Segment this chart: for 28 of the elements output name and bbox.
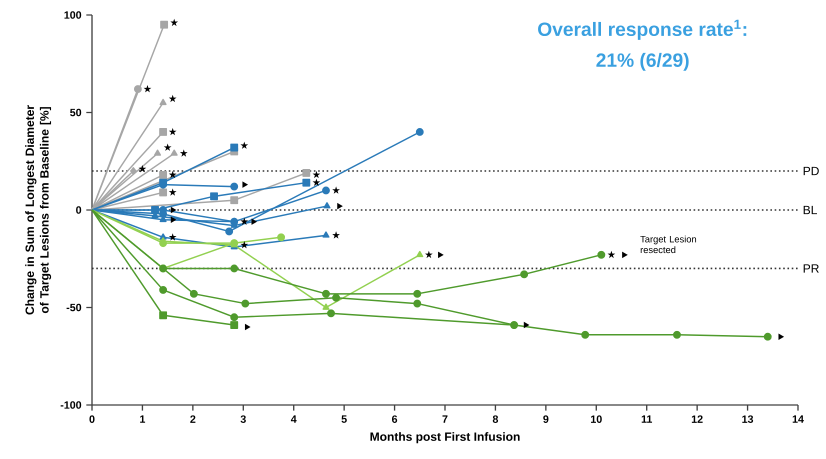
x-tick-label: 0 bbox=[89, 415, 95, 423]
x-tick-label: 3 bbox=[240, 415, 246, 423]
x-tick-label: 10 bbox=[591, 415, 602, 423]
x-tick-label: 6 bbox=[392, 415, 398, 423]
y-tick-label: -50 bbox=[66, 304, 82, 312]
ref-line-label: PD bbox=[804, 166, 819, 176]
x-tick-label: 12 bbox=[692, 415, 703, 423]
text: 21% (6/29) bbox=[596, 52, 689, 71]
x-tick-label: 9 bbox=[543, 415, 548, 423]
x-tick-label: 14 bbox=[792, 415, 804, 423]
x-tick-label: 13 bbox=[742, 415, 754, 423]
y-tick-label: 0 bbox=[76, 206, 82, 214]
x-axis-title: Months post First Infusion bbox=[370, 432, 520, 444]
annotation: Target Lesion resected bbox=[640, 236, 696, 254]
y-tick-label: 100 bbox=[64, 11, 82, 19]
y-axis-title: Change in Sum of Longest Diameter of Target Lesions from Baseline [%] bbox=[25, 105, 52, 314]
x-tick-label: 8 bbox=[492, 415, 498, 423]
x-tick-label: 11 bbox=[642, 415, 652, 423]
ref-line-label: BL bbox=[804, 206, 817, 214]
chart-title: Overall response rate$^{1}$: bbox=[538, 20, 746, 40]
y-tick-label: 50 bbox=[70, 108, 82, 116]
x-tick-label: 1 bbox=[140, 415, 146, 423]
x-tick-label: 5 bbox=[342, 415, 347, 423]
x-tick-label: 2 bbox=[190, 415, 196, 423]
x-tick-label: 7 bbox=[442, 415, 448, 423]
y-tick-label: -100 bbox=[60, 401, 82, 409]
x-tick-label: 4 bbox=[290, 415, 297, 423]
ref-line-label: PR bbox=[804, 264, 819, 273]
